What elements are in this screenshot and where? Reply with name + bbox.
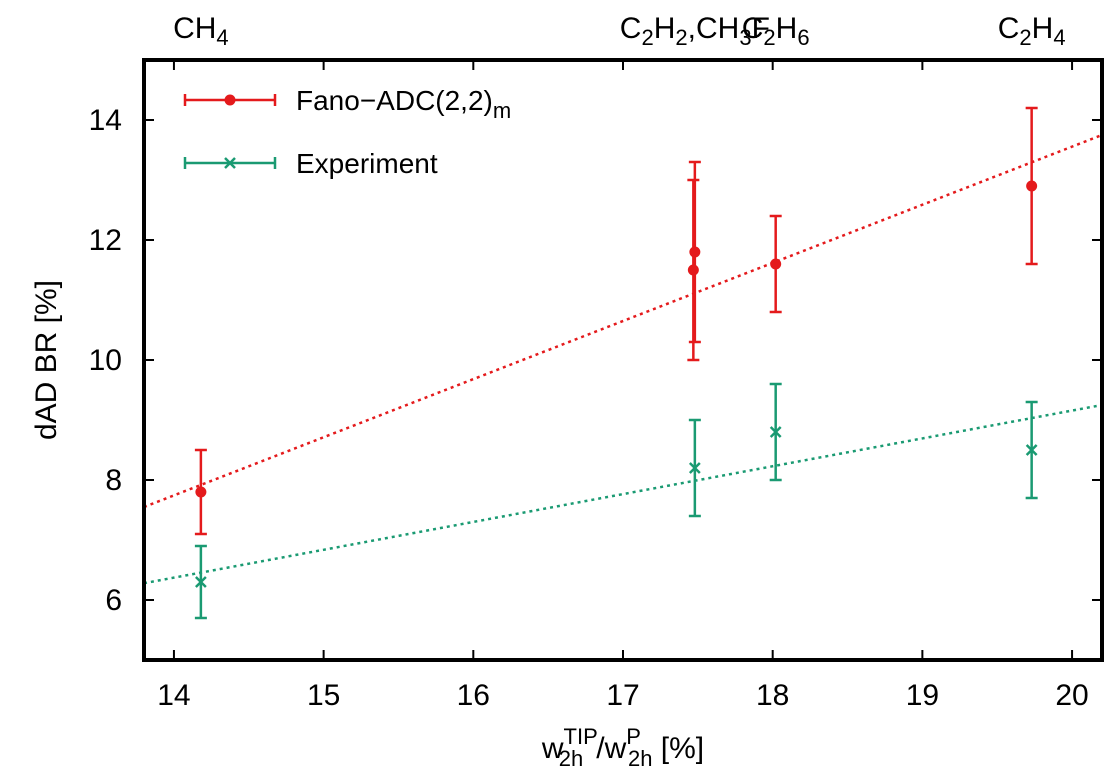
x-tick-label: 14 bbox=[157, 679, 190, 712]
legend-label: Experiment bbox=[296, 148, 438, 179]
molecule-label-text: F bbox=[752, 12, 770, 45]
molecule-label-subscript: 2 bbox=[1019, 25, 1031, 50]
data-point bbox=[687, 264, 699, 276]
y-tick-label: 10 bbox=[89, 344, 122, 377]
fit-lines bbox=[143, 133, 1103, 585]
molecule-label-text: H bbox=[654, 12, 676, 45]
error-bars bbox=[194, 106, 1038, 620]
cross-stroke bbox=[1025, 444, 1038, 456]
y-axis-label: dAD BR [%] bbox=[30, 280, 63, 440]
axis-ticks: 14 15 16 17 18 19 20 6 8 10 12 14 bbox=[89, 60, 1102, 712]
x-axis-label: wTIP 2h/wP 2h [%] bbox=[541, 724, 704, 771]
x-tick-label: 20 bbox=[1055, 679, 1088, 712]
legend-label-subscript: m bbox=[493, 98, 511, 123]
molecule-label-subscript: 2 bbox=[675, 25, 687, 50]
legend-label-text: Fano−ADC(2,2) bbox=[296, 85, 493, 116]
x-label-separator: / bbox=[596, 732, 605, 765]
legend-marker bbox=[224, 94, 236, 106]
molecule-label-text: C bbox=[620, 12, 642, 45]
cross-stroke bbox=[688, 462, 701, 474]
y-tick-label: 12 bbox=[89, 224, 122, 257]
molecule-label: C2H6 bbox=[742, 12, 810, 50]
data-point bbox=[688, 462, 701, 474]
x-tick-label: 18 bbox=[756, 679, 789, 712]
molecule-label-subscript: 2 bbox=[763, 25, 775, 50]
data-point bbox=[194, 576, 207, 588]
x-label-w2-base: w bbox=[604, 732, 627, 765]
x-tick-label: 16 bbox=[457, 679, 490, 712]
legend-label-text: Experiment bbox=[296, 148, 438, 179]
data-markers bbox=[194, 180, 1038, 588]
molecule-label: CH4 bbox=[173, 12, 229, 50]
legend-item: Fano−ADC(2,2)m bbox=[183, 85, 511, 123]
fit-line bbox=[143, 403, 1103, 585]
molecule-label-text: H bbox=[1032, 12, 1054, 45]
fit-line bbox=[143, 133, 1103, 509]
x-label-w1-superscript: TIP bbox=[564, 724, 598, 749]
data-point bbox=[770, 258, 782, 270]
molecule-label: C2H4 bbox=[998, 12, 1066, 50]
cross-stroke bbox=[769, 426, 782, 438]
legend: Fano−ADC(2,2)m Experiment bbox=[183, 85, 511, 179]
y-tick-label: 14 bbox=[89, 104, 122, 137]
data-point bbox=[689, 246, 701, 258]
y-tick-label: 8 bbox=[105, 464, 122, 497]
x-tick-label: 15 bbox=[307, 679, 340, 712]
molecule-label-text: ,CH bbox=[688, 12, 740, 45]
x-tick-label: 19 bbox=[906, 679, 939, 712]
molecule-label-text: C bbox=[742, 12, 764, 45]
molecule-label-subscript: 3 bbox=[739, 25, 751, 50]
y-tick-label: 6 bbox=[105, 584, 122, 617]
x-tick-label: 17 bbox=[606, 679, 639, 712]
x-label-unit: [%] bbox=[652, 732, 704, 765]
cross-stroke bbox=[194, 576, 207, 588]
legend-marker bbox=[224, 157, 236, 169]
data-point bbox=[1026, 180, 1038, 192]
x-label-w1-subscript: 2h bbox=[559, 746, 583, 771]
data-point bbox=[769, 426, 782, 438]
molecule-label-text: C bbox=[998, 12, 1020, 45]
molecule-label-text: H bbox=[776, 12, 798, 45]
molecule-label: C2H2,CH3F bbox=[620, 12, 770, 50]
molecule-label-subscript: 6 bbox=[797, 25, 809, 50]
x-label-w2-superscript: P bbox=[626, 724, 641, 749]
data-point bbox=[1025, 444, 1038, 456]
data-point bbox=[195, 486, 207, 498]
molecule-label-text: CH bbox=[173, 12, 216, 45]
molecule-label-subscript: 2 bbox=[641, 25, 653, 50]
legend-label: Fano−ADC(2,2)m bbox=[296, 85, 511, 123]
plot-frame bbox=[142, 58, 1104, 662]
molecule-label-subscript: 4 bbox=[1053, 25, 1065, 50]
legend-item: Experiment bbox=[183, 148, 438, 179]
x-label-w2-subscript: 2h bbox=[628, 746, 652, 771]
molecule-label-subscript: 4 bbox=[216, 25, 228, 50]
x-label-w1-base: w bbox=[541, 732, 564, 765]
